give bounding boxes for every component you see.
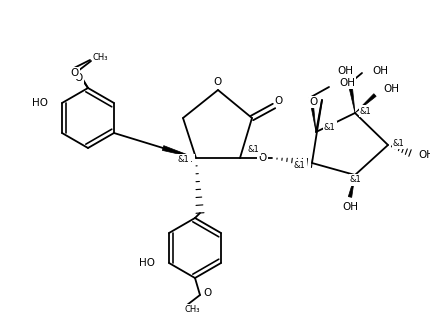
Text: OH: OH	[341, 202, 357, 212]
Text: HO: HO	[32, 98, 48, 108]
Text: &1: &1	[181, 155, 194, 165]
Text: O: O	[71, 68, 79, 78]
Polygon shape	[309, 97, 315, 132]
Text: OH: OH	[382, 84, 398, 94]
Text: &1: &1	[247, 145, 259, 155]
Text: O: O	[309, 97, 317, 107]
Text: OH: OH	[371, 66, 387, 76]
Text: &1: &1	[359, 106, 371, 116]
Text: CH₃: CH₃	[93, 52, 108, 62]
Polygon shape	[347, 83, 354, 113]
Text: &1: &1	[323, 123, 335, 131]
Text: O: O	[274, 96, 283, 106]
Text: OH: OH	[338, 78, 354, 88]
Text: CH₃: CH₃	[184, 306, 200, 314]
Polygon shape	[354, 94, 375, 113]
Text: O: O	[258, 153, 266, 163]
Polygon shape	[347, 175, 354, 198]
Text: O: O	[203, 288, 211, 298]
Text: O: O	[213, 77, 221, 87]
Text: &1: &1	[392, 138, 404, 148]
Text: O: O	[75, 73, 83, 83]
Text: &1: &1	[178, 155, 189, 165]
Text: &1: &1	[247, 145, 259, 155]
Text: &1: &1	[349, 175, 361, 185]
Text: HO: HO	[139, 258, 155, 268]
Polygon shape	[162, 146, 196, 158]
Text: OH: OH	[336, 66, 352, 76]
Text: &1: &1	[293, 161, 305, 169]
Text: OH: OH	[417, 150, 430, 160]
